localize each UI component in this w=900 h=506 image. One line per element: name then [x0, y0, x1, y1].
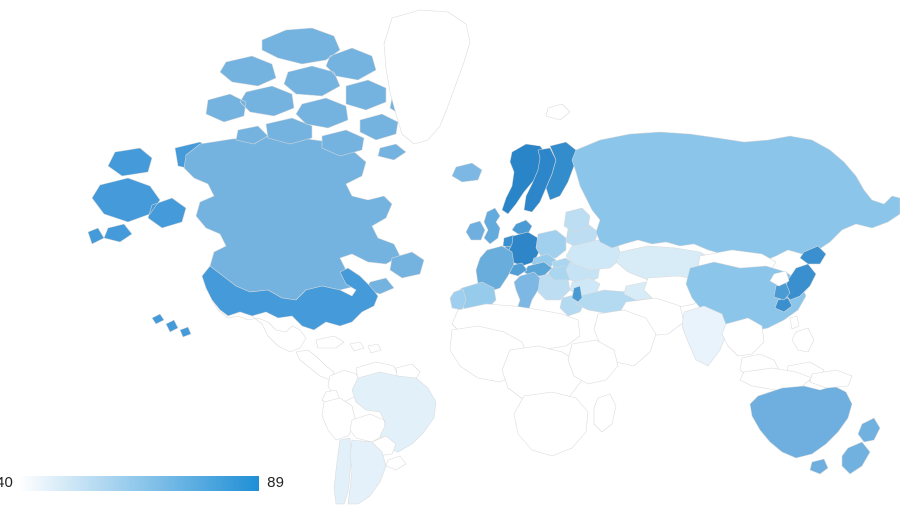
country-france[interactable]	[476, 246, 514, 292]
legend-max-label: 89	[267, 474, 285, 491]
country-svalbard[interactable]	[546, 104, 570, 120]
country-tasmania[interactable]	[810, 459, 828, 474]
country-uruguay[interactable]	[386, 456, 406, 470]
country-southern-africa[interactable]	[514, 392, 588, 456]
legend-min-label: 40	[0, 474, 14, 491]
country-iceland[interactable]	[452, 163, 482, 182]
country-united-kingdom[interactable]	[484, 208, 500, 244]
country-finland[interactable]	[546, 142, 576, 200]
country-argentina[interactable]	[348, 440, 386, 504]
country-central-africa[interactable]	[502, 346, 582, 404]
country-new-guinea[interactable]	[810, 370, 852, 388]
country-brazil[interactable]	[352, 372, 436, 452]
country-peru[interactable]	[322, 398, 356, 440]
country-hawaii[interactable]	[152, 314, 191, 337]
country-india[interactable]	[682, 306, 728, 366]
country-australia[interactable]	[750, 386, 852, 458]
country-new-zealand[interactable]	[842, 418, 880, 474]
country-greenland[interactable]	[384, 10, 470, 144]
map-legend: 40 89	[0, 468, 340, 498]
country-madagascar[interactable]	[594, 394, 616, 432]
country-caribbean[interactable]	[316, 336, 381, 353]
country-ireland[interactable]	[466, 221, 485, 240]
country-bolivia[interactable]	[350, 414, 386, 442]
country-east-africa[interactable]	[568, 340, 618, 384]
country-germany[interactable]	[508, 232, 540, 266]
country-poland[interactable]	[536, 230, 566, 258]
country-taiwan[interactable]	[790, 316, 799, 329]
country-philippines[interactable]	[792, 328, 814, 352]
legend-gradient-bar	[19, 475, 260, 491]
country-mexico[interactable]	[212, 300, 306, 352]
country-north-korea[interactable]	[770, 271, 789, 286]
country-baltics[interactable]	[564, 208, 590, 232]
country-israel[interactable]	[572, 286, 582, 302]
